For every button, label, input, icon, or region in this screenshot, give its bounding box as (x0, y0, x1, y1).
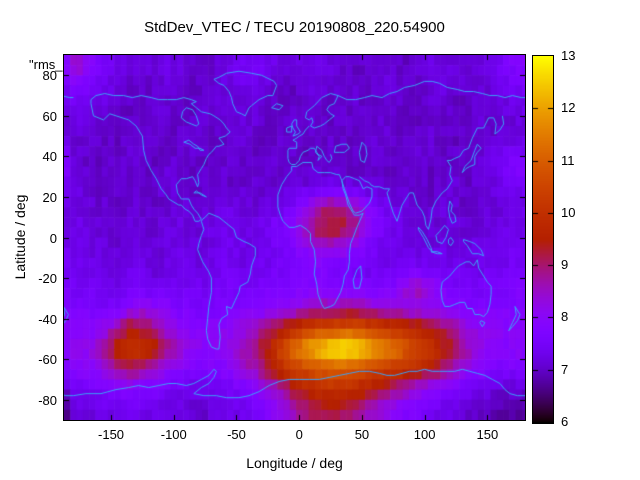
y-tick-label: 80 (42, 68, 57, 84)
colorbar-tick-label: 6 (561, 414, 569, 429)
colorbar-tick-label: 7 (561, 361, 569, 377)
colorbar-tick-label: 11 (561, 152, 575, 168)
x-tick-label: 150 (476, 427, 499, 442)
colorbar-tick-label: 13 (561, 48, 576, 63)
y-tick-label: 0 (49, 230, 57, 246)
y-tick-label: 60 (42, 108, 57, 124)
x-tick-label: -150 (98, 427, 125, 442)
x-tick-label: 100 (413, 427, 436, 442)
y-tick-label: 20 (42, 189, 57, 205)
y-tick-label: -40 (38, 311, 57, 327)
colorbar-tick-label: 12 (561, 100, 576, 116)
plot-title: StdDev_VTEC / TECU 20190808_220.54900 (144, 19, 445, 36)
colorbar-tick-label: 10 (561, 204, 576, 220)
x-tick-label: 50 (354, 427, 370, 442)
x-tick-label: -50 (227, 427, 246, 442)
x-tick-label: 0 (295, 427, 303, 442)
x-axis-label: Longitude / deg (246, 455, 343, 471)
y-tick-label: 40 (42, 149, 57, 165)
y-tick-label: -80 (38, 392, 57, 408)
colorbar-tick-label: 9 (561, 257, 569, 273)
y-tick-label: -60 (38, 352, 57, 368)
colorbar-tick-label: 8 (561, 309, 569, 325)
legend-title-fragment: "rms_ (29, 57, 63, 72)
y-axis-label: Latitude / deg (12, 194, 28, 280)
colorbar-canvas (532, 55, 554, 424)
y-tick-label: -20 (38, 271, 57, 287)
x-tick-label: -100 (160, 427, 187, 442)
heatmap-world-map-canvas (63, 54, 526, 421)
